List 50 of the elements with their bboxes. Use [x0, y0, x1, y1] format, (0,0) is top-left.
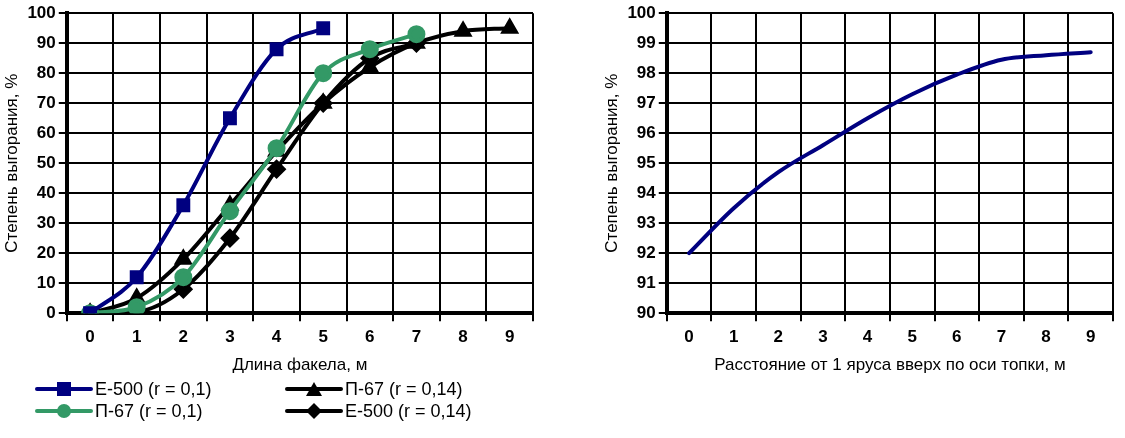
- x-tick-label: 5: [907, 327, 917, 347]
- y-tick-label: 91: [636, 272, 656, 292]
- y-tick-label: 100: [27, 2, 56, 22]
- legend-label: П-67 (r = 0,14): [345, 378, 463, 400]
- legend-label: Е-500 (r = 0,14): [345, 400, 472, 422]
- x-tick-label: 3: [225, 327, 235, 347]
- y-tick-label: 70: [36, 92, 56, 112]
- x-tick-label: 4: [271, 327, 282, 347]
- y-axis-title: Степень выгорания, %: [1, 73, 21, 253]
- x-tick-label: 6: [952, 327, 962, 347]
- x-tick-label: 1: [131, 327, 142, 347]
- y-tick-label: 50: [36, 152, 56, 172]
- y-tick-label: 94: [636, 182, 657, 202]
- x-tick-label: 2: [773, 327, 784, 347]
- y-tick-label: 30: [36, 212, 56, 232]
- x-tick-label: 9: [1085, 327, 1096, 347]
- y-axis-title: Степень выгорания, %: [601, 73, 621, 253]
- y-tick-label: 95: [636, 152, 656, 172]
- y-tick-label: 60: [36, 122, 56, 142]
- legend-label: П-67 (r = 0,1): [95, 400, 203, 422]
- y-tick-label: 97: [636, 92, 656, 112]
- legend-label: Е-500 (r = 0,1): [95, 378, 212, 400]
- y-tick-label: 80: [36, 62, 56, 82]
- y-tick-label: 20: [36, 242, 56, 262]
- x-tick-label: 8: [458, 327, 468, 347]
- y-tick-label: 90: [36, 32, 56, 52]
- x-tick-label: 7: [411, 327, 422, 347]
- x-tick-label: 7: [996, 327, 1007, 347]
- x-axis-title: Длина факела, м: [232, 355, 368, 375]
- x-tick-label: 4: [862, 327, 873, 347]
- y-tick-label: 100: [627, 2, 656, 22]
- x-tick-label: 5: [318, 327, 328, 347]
- x-tick-label: 6: [365, 327, 375, 347]
- y-tick-label: 0: [46, 302, 56, 322]
- y-tick-label: 98: [636, 62, 656, 82]
- y-tick-label: 92: [636, 242, 656, 262]
- x-tick-label: 8: [1041, 327, 1051, 347]
- x-tick-label: 9: [504, 327, 515, 347]
- x-tick-label: 0: [85, 327, 95, 347]
- x-tick-label: 2: [178, 327, 189, 347]
- x-tick-label: 1: [728, 327, 739, 347]
- x-axis-title: Расстояние от 1 яруса вверх по оси топки, м: [714, 355, 1066, 375]
- y-tick-label: 10: [36, 272, 56, 292]
- x-tick-label: 0: [684, 327, 694, 347]
- y-tick-label: 96: [636, 122, 656, 142]
- y-tick-label: 40: [36, 182, 56, 202]
- x-tick-label: 3: [818, 327, 828, 347]
- y-tick-label: 99: [636, 32, 656, 52]
- y-tick-label: 90: [636, 302, 656, 322]
- y-tick-label: 93: [636, 212, 656, 232]
